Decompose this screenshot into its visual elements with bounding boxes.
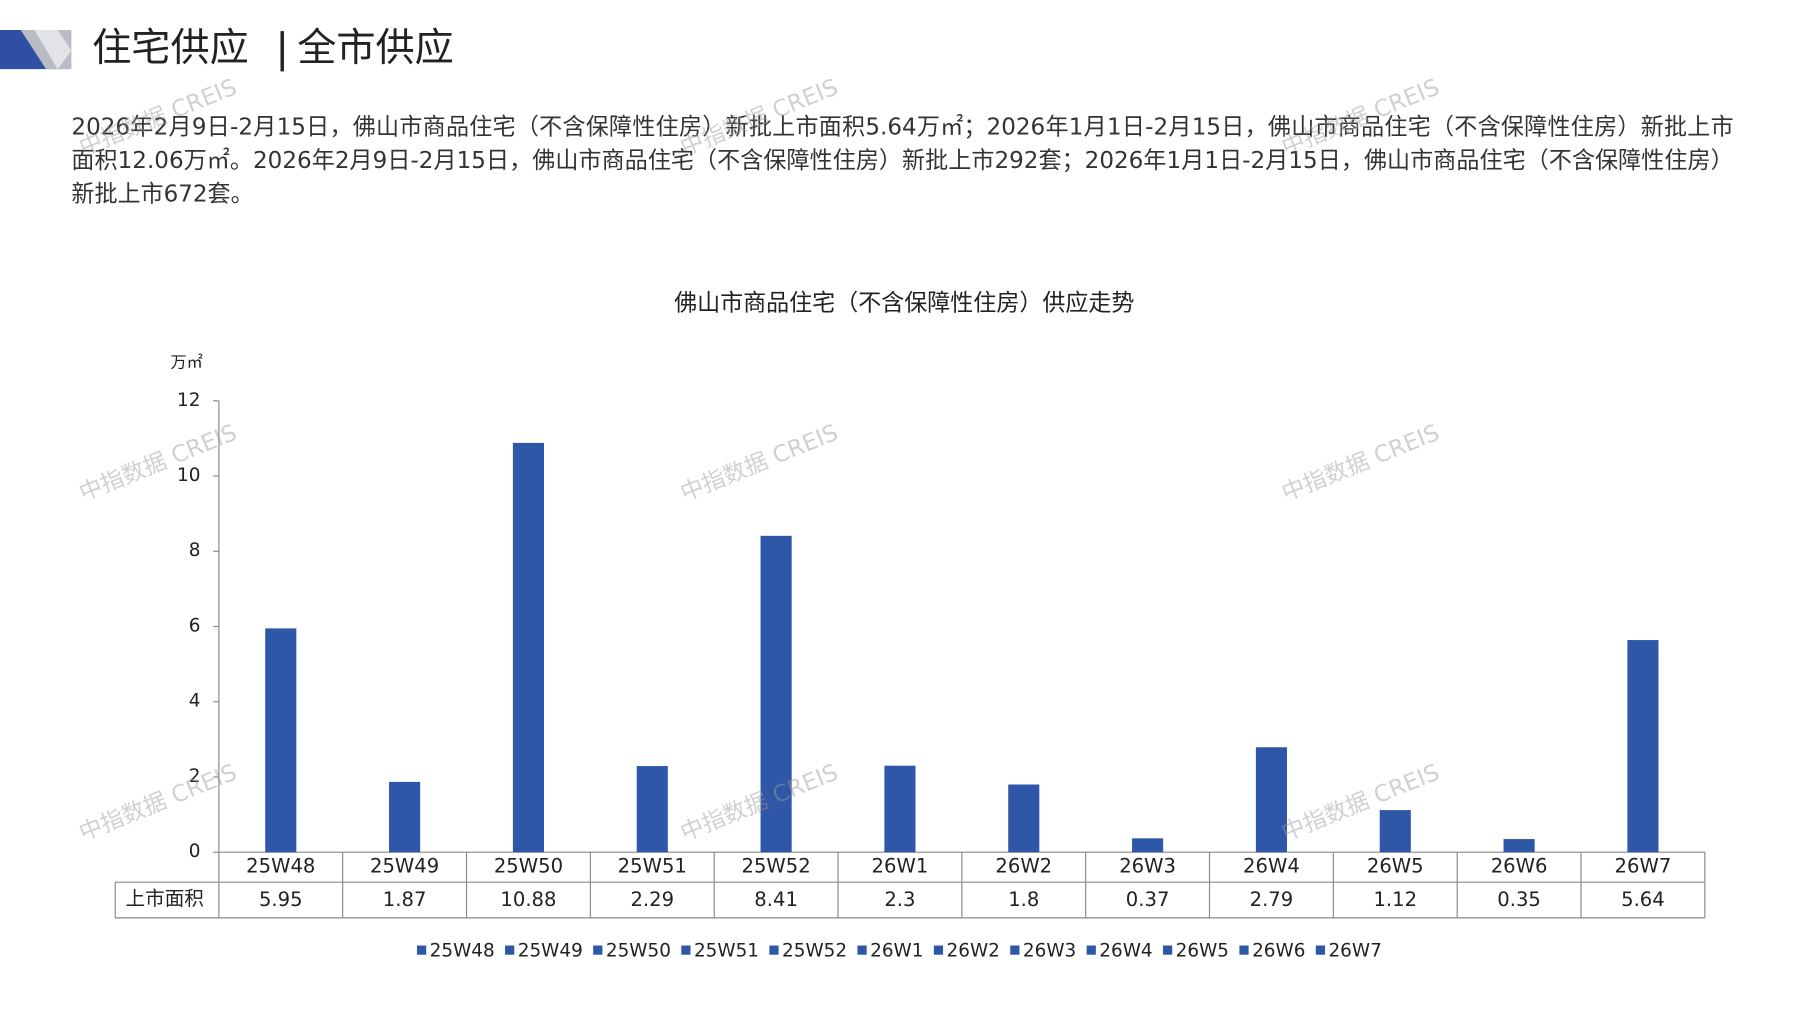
bar [1255,747,1287,853]
x-tick-label: 26W6 [1491,855,1548,878]
table-value: 1.87 [383,888,427,911]
legend-swatch [857,945,867,955]
x-tick-label: 25W49 [370,855,439,878]
header-title: 住宅供应 [92,26,249,71]
y-tick-label: 8 [189,540,201,561]
table-row-label: 上市面积 [126,887,204,910]
paragraph-box: 2026年2月9日-2月15日，佛山市商品住宅（不含保障性住房）新批上市面积5.… [71,112,1734,208]
legend-label: 26W7 [1328,940,1381,961]
legend-label: 26W1 [870,940,923,961]
legend-swatch [593,945,603,955]
bar [760,535,792,853]
y-tick-label: 10 [177,465,200,486]
table-value: 2.79 [1250,888,1294,911]
y-axis-unit: 万㎡ [170,352,202,371]
legend-label: 26W3 [1023,940,1076,961]
x-tick-label: 26W4 [1243,855,1300,878]
table-value: 5.64 [1621,888,1665,911]
x-tick-label: 26W2 [995,855,1052,878]
y-tick-label: 4 [189,691,201,712]
legend-swatch [681,945,691,955]
bar [389,781,421,853]
watermark: 中指数据 CREIS [677,420,842,507]
legend-swatch [1010,945,1020,955]
legend-label: 26W6 [1252,940,1305,961]
legend-swatch [416,945,427,955]
bar [512,442,544,853]
bar [1627,640,1659,853]
watermark: 中指数据 CREIS [76,420,241,507]
x-tick-label: 26W7 [1615,855,1672,878]
legend-label: 26W5 [1176,940,1229,961]
legend-label: 26W2 [947,940,1000,961]
watermark: 中指数据 CREIS [1278,420,1443,507]
legend-label: 25W51 [694,940,759,961]
x-tick-label: 26W3 [1119,855,1176,878]
bar [884,765,916,853]
table-value: 10.88 [500,888,556,911]
table-value: 8.41 [754,888,798,911]
table-value: 2.3 [884,888,915,911]
legend-swatch [1239,945,1249,955]
header-accent [34,29,72,70]
legend-label: 25W52 [782,940,847,961]
legend-swatch [1315,945,1326,955]
x-tick-label: 25W52 [742,855,811,878]
table-value: 2.29 [630,888,674,911]
x-tick-label: 25W50 [494,855,563,878]
bar [1008,784,1040,853]
bar [1503,839,1535,853]
table-value: 0.37 [1126,888,1170,911]
y-tick-label: 2 [189,766,201,787]
legend-swatch [1163,945,1173,955]
y-tick-label: 6 [189,616,201,637]
watermark: 中指数据 CREIS [1278,760,1443,847]
legend-swatch [933,945,944,955]
header-subtitle: 全市供应 [297,26,454,71]
legend-label: 25W50 [606,940,671,961]
x-tick-label: 26W1 [872,855,929,878]
bar [265,628,297,853]
legend-swatch [505,945,515,955]
table-value: 1.8 [1008,888,1039,911]
bar [1379,810,1411,853]
legend-label: 25W49 [518,940,583,961]
watermark: 中指数据 CREIS [677,760,842,847]
watermark: 中指数据 CREIS [76,760,241,847]
x-tick-label: 25W48 [246,855,315,878]
chart-title: 佛山市商品住宅（不含保障性住房）供应走势 [674,291,1134,317]
header: 住宅供应 全市供应 [0,26,454,72]
paragraph: 2026年2月9日-2月15日，佛山市商品住宅（不含保障性住房）新批上市面积5.… [71,112,1734,208]
table-value: 0.35 [1497,888,1541,911]
x-tick-label: 26W5 [1367,855,1424,878]
legend-label: 25W48 [430,940,495,961]
x-tick-label: 25W51 [618,855,687,878]
bar [1132,838,1164,853]
bar [636,766,668,853]
y-tick-label: 12 [177,390,200,411]
legend-swatch [1086,945,1096,955]
legend-swatch [769,945,779,955]
legend-label: 26W4 [1099,940,1152,961]
y-tick-label: 0 [189,841,201,862]
table-value: 1.12 [1373,888,1417,911]
table-value: 5.95 [259,888,303,911]
